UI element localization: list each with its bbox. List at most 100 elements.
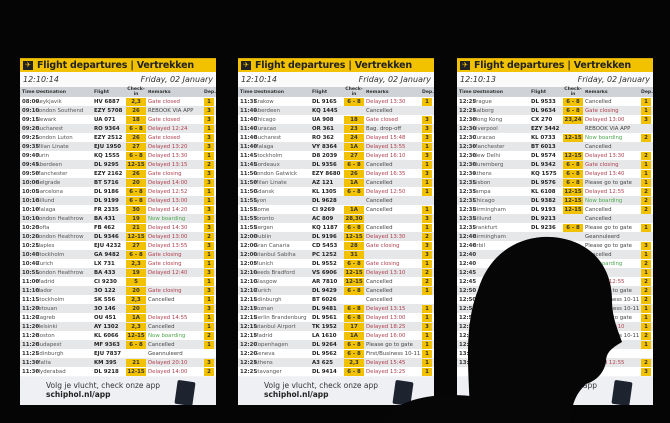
flight-row: 12:00 Dublin DL 9196 12-15 Delayed 13:30 2 — [238, 232, 434, 241]
departure-time: 11:00 — [22, 278, 40, 285]
destination: Manchester — [473, 143, 505, 150]
app-link[interactable]: schiphol.nl/app — [46, 390, 111, 399]
destination: Bucharest — [36, 125, 64, 132]
departure-hall: 1 — [422, 349, 432, 358]
flight-row: 09:10 London Southend EZY 5708 26 REBOOK VIA… — [20, 106, 216, 115]
destination: Billund — [473, 215, 492, 222]
departure-time: 11:55 — [240, 197, 258, 204]
flight-number: AR 7810 — [312, 278, 338, 285]
departure-hall: 1 — [204, 124, 214, 133]
remarks: Delayed 16:10 — [366, 152, 406, 159]
remarks: Cancelled — [148, 296, 175, 303]
destination: Aberdeen — [254, 107, 281, 114]
flight-row: 11:20 Budapest MF 9363 6 - 8 Cancelled 1 — [20, 340, 216, 349]
remarks: Delayed 15:45 — [366, 359, 406, 366]
flight-row: 12:35 Tampa KL 6108 12-15 Delayed 12:55 2 — [457, 187, 653, 196]
destination: Newark — [36, 116, 57, 123]
departure-time: 11:10 — [22, 287, 40, 294]
departure-time: 12:15 — [240, 296, 258, 303]
flight-number: EZY 2162 — [94, 170, 123, 177]
flight-row: 12:30 Athens KQ 1575 6 - 8 Delayed 13:40 1 — [457, 169, 653, 178]
flight-number: UA 908 — [312, 116, 334, 123]
departure-time: 12:35 — [459, 197, 477, 204]
departure-hall: 3 — [204, 304, 214, 313]
check-in-desk: 1A — [344, 178, 364, 187]
departure-hall: 1 — [641, 97, 651, 106]
check-in-desk: 18 — [344, 115, 364, 124]
remarks: Cancelled — [366, 287, 393, 294]
remarks: Delayed 12:50 — [366, 188, 406, 195]
flight-row: 12:20 Copenhagen DL 9264 6 - 8 Please go to … — [238, 340, 434, 349]
departure-time: 09:15 — [22, 116, 40, 123]
flight-number: DL 9165 — [312, 98, 337, 105]
check-in-desk: 6 - 8 — [344, 259, 364, 268]
remarks: Gate closing — [148, 170, 182, 177]
check-in-desk: 27 — [344, 151, 364, 160]
destination: Madrid — [254, 332, 273, 339]
destination: London Gatwick — [254, 170, 298, 177]
departure-hall: 3 — [422, 124, 432, 133]
remarks: Gate closing — [585, 107, 619, 114]
check-in-desk: 6 - 8 — [344, 97, 364, 106]
remarks: Gate closed — [366, 116, 398, 123]
check-in-desk: 6 - 8 — [126, 340, 146, 349]
remarks: Delayed 13:20 — [148, 143, 188, 150]
departure-time: 12:20 — [240, 350, 258, 357]
check-in-desk: 26 — [126, 169, 146, 178]
destination: Dublin — [254, 233, 272, 240]
remarks: Gate closed — [148, 134, 180, 141]
destination: Munich — [254, 260, 274, 267]
check-in-desk: 26 — [344, 169, 364, 178]
flight-number: SK 556 — [94, 296, 116, 303]
column-header-remarks: Remarks — [366, 89, 389, 95]
remarks: Delayed 13:30 — [366, 233, 406, 240]
flight-number: AZ 121 — [312, 179, 334, 186]
flight-row: 12:15 Madrid LA 1610 1A Delayed 16:00 1 — [238, 331, 434, 340]
remarks: Gate closing — [148, 287, 182, 294]
flight-number: EZY 3442 — [531, 125, 560, 132]
flight-row: 12:40 Birmingham Geannuleerd — [457, 232, 653, 241]
flight-row: 11:30 Malta KM 395 21 Delayed 20:10 3 — [20, 358, 216, 367]
departure-hall: 1 — [641, 304, 651, 313]
flight-row: 12:30 Liverpool EZY 3442 REBOOK VIA APP — [457, 124, 653, 133]
flight-row: 12:35 Lisbon DL 9576 6 - 8 Please go to gate… — [457, 178, 653, 187]
flight-number: CX 270 — [531, 116, 553, 123]
flight-number: DL 9634 — [531, 107, 556, 114]
remarks: Delayed 15:48 — [366, 134, 406, 141]
check-in-desk: 31 — [344, 250, 364, 259]
remarks: REBOOK VIA APP — [585, 125, 631, 132]
remarks: Cancelled — [585, 98, 612, 105]
flight-row: 09:25 London Luton EZY 2512 26 Gate closed 3 — [20, 133, 216, 142]
departure-hall: 2 — [641, 151, 651, 160]
column-header-flight: Flight — [312, 89, 328, 95]
current-date: Friday, 02 January — [140, 75, 213, 84]
remarks: Delayed 13:15 — [148, 161, 188, 168]
flight-number: KL 0733 — [531, 134, 556, 141]
flight-row: 11:55 Lyon DL 9628 Cancelled — [238, 196, 434, 205]
flight-row: 11:10 Nador 3O 122 20 Gate closing 3 — [20, 286, 216, 295]
flight-list: 11:35 Krakow DL 9165 6 - 8 Delayed 13:30 1 11:… — [238, 97, 434, 376]
flight-number: GA 9482 — [94, 251, 120, 258]
check-in-desk: 12-15 — [344, 268, 364, 277]
check-in-desk: 6 - 8 — [344, 367, 364, 376]
check-in-desk: 12-15 — [563, 196, 583, 205]
departure-hall: 1 — [641, 223, 651, 232]
departure-time: 09:45 — [22, 161, 40, 168]
departure-hall: 3 — [641, 115, 651, 124]
flight-number: DL 9186 — [94, 188, 119, 195]
departure-hall: 1 — [204, 187, 214, 196]
departure-hall: 1 — [422, 331, 432, 340]
check-in-desk: 12-15 — [126, 160, 146, 169]
remarks: Now boarding — [148, 332, 186, 339]
remarks: Now boarding — [585, 197, 623, 204]
departure-hall: 3 — [204, 286, 214, 295]
check-in-desk: 2,3 — [344, 358, 364, 367]
remarks: Delayed 13:00 — [366, 314, 406, 321]
departure-time: 11:15 — [22, 296, 40, 303]
app-link[interactable]: schiphol.nl/app — [264, 390, 329, 399]
flight-number: EJU 7837 — [94, 350, 121, 357]
destination: Lisbon — [473, 179, 491, 186]
flight-number: PC 1252 — [312, 251, 337, 258]
departure-time: 12:30 — [459, 116, 477, 123]
